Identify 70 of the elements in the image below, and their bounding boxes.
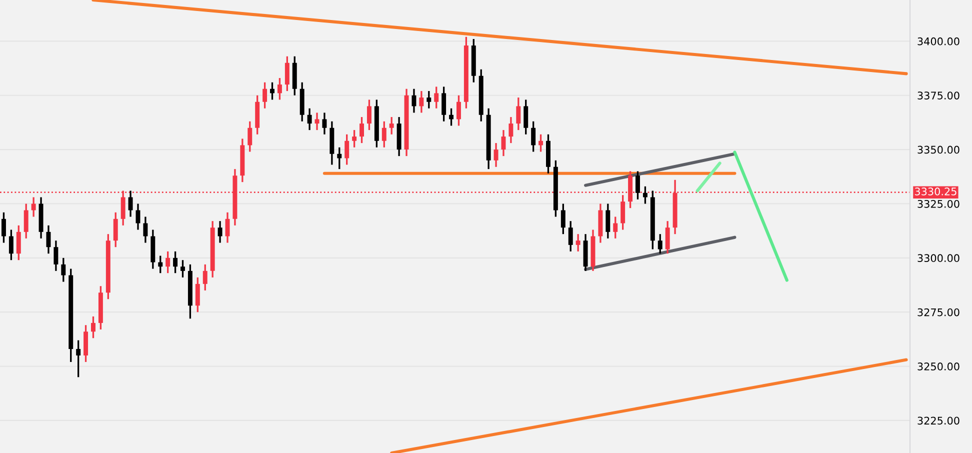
candlestick bbox=[277, 77, 282, 101]
candlestick bbox=[314, 112, 320, 131]
candlestick bbox=[91, 316, 96, 339]
candlestick bbox=[665, 220, 670, 254]
candlestick bbox=[434, 86, 439, 110]
candlestick bbox=[337, 146, 342, 170]
candlestick bbox=[307, 108, 312, 131]
candlestick bbox=[576, 233, 580, 252]
candlestick bbox=[262, 82, 268, 110]
candlestick bbox=[508, 116, 514, 144]
y-tick-label: 3250.00 bbox=[918, 362, 960, 370]
candlestick bbox=[442, 86, 446, 122]
candlestick bbox=[426, 90, 432, 110]
candlestick bbox=[531, 120, 536, 153]
candlestick bbox=[456, 94, 461, 127]
y-tick-label: 3300.00 bbox=[918, 254, 960, 262]
candlestick bbox=[636, 170, 640, 200]
candlestick bbox=[366, 98, 372, 131]
candlestick bbox=[24, 202, 28, 240]
y-tick-label: 3350.00 bbox=[918, 146, 960, 154]
candlestick bbox=[248, 120, 252, 153]
ref-line-label: 3330.25 bbox=[914, 188, 956, 196]
candlestick bbox=[494, 142, 498, 168]
candlestick bbox=[538, 134, 544, 153]
candlestick bbox=[389, 116, 394, 136]
candlestick bbox=[166, 250, 170, 274]
candlestick bbox=[344, 134, 350, 166]
candlestick bbox=[46, 224, 51, 254]
candlestick bbox=[352, 129, 357, 148]
candlestick bbox=[54, 240, 58, 272]
candlestick bbox=[202, 264, 208, 292]
candlestick bbox=[642, 186, 648, 205]
candlestick bbox=[568, 220, 573, 252]
candlestick bbox=[61, 257, 66, 283]
candlestick bbox=[620, 194, 626, 231]
candlestick bbox=[270, 82, 274, 101]
candlestick bbox=[322, 112, 327, 136]
y-tick-label: 3325.00 bbox=[918, 200, 960, 208]
candlestick bbox=[382, 120, 386, 148]
candlestick bbox=[412, 88, 416, 114]
candlestick bbox=[143, 216, 148, 244]
y-tick-label: 3275.00 bbox=[918, 308, 960, 316]
candlestick bbox=[76, 339, 81, 378]
y-tick-label: 3375.00 bbox=[918, 92, 960, 100]
candlestick bbox=[501, 129, 506, 157]
candlestick bbox=[658, 233, 662, 254]
candlestick bbox=[218, 220, 222, 244]
candlestick bbox=[419, 90, 424, 114]
candlestick bbox=[195, 276, 200, 313]
candlestick bbox=[524, 98, 528, 136]
y-tick-label: 3400.00 bbox=[918, 37, 960, 46]
candlestick bbox=[560, 202, 566, 235]
candlestick bbox=[31, 196, 36, 218]
candlestick bbox=[284, 56, 290, 92]
candlestick bbox=[16, 224, 21, 261]
y-tick-label: 3225.00 bbox=[918, 416, 960, 425]
candlestick bbox=[613, 216, 618, 240]
candlestick bbox=[128, 190, 133, 218]
candlestick bbox=[180, 259, 185, 278]
candlestick bbox=[449, 108, 454, 127]
candlestick bbox=[360, 116, 364, 144]
candlestick bbox=[8, 228, 14, 261]
candlestick bbox=[158, 254, 163, 274]
candlestick bbox=[516, 96, 521, 131]
candlestick bbox=[113, 212, 118, 248]
candlestick bbox=[173, 250, 178, 274]
candlestick bbox=[1, 212, 6, 244]
candlestick bbox=[84, 324, 88, 363]
candlestick bbox=[225, 212, 230, 244]
candlestick bbox=[606, 202, 610, 240]
